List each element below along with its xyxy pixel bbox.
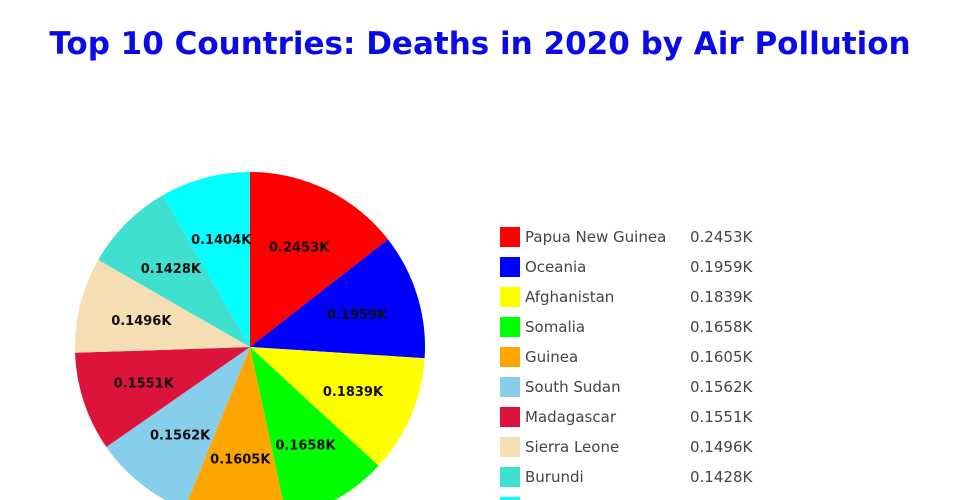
slice-label-6: 0.1562K xyxy=(150,429,211,444)
legend-label: Burundi xyxy=(525,468,584,486)
legend-label: Madagascar xyxy=(525,408,616,426)
legend-swatch xyxy=(500,317,520,337)
pie-slice-8 xyxy=(75,259,250,353)
slice-label-10: 0.1404K xyxy=(191,233,252,248)
pie-slice-6 xyxy=(106,347,250,500)
legend-value: 0.1404K xyxy=(690,497,752,500)
legend-value: 0.1562K xyxy=(690,378,753,396)
legend-swatch xyxy=(500,377,520,397)
legend-value: 0.1496K xyxy=(690,438,753,456)
legend: Papua New Guinea 0.2453K Oceania 0.1959K Afg… xyxy=(500,222,800,500)
legend-label: Somalia xyxy=(525,318,586,336)
legend-item[interactable]: Madagascar 0.1551K xyxy=(500,402,800,432)
legend-swatch xyxy=(500,407,520,427)
chart-title: Top 10 Countries: Deaths in 2020 by Air … xyxy=(49,26,911,62)
legend-value: 0.2453K xyxy=(690,228,753,246)
legend-swatch xyxy=(500,347,520,367)
legend-item[interactable]: 0.1404K xyxy=(500,492,800,500)
legend-value: 0.1839K xyxy=(690,288,753,306)
legend-swatch xyxy=(500,287,520,307)
pie-slice-4 xyxy=(250,347,379,500)
legend-item[interactable]: Somalia 0.1658K xyxy=(500,312,800,342)
slice-label-8: 0.1496K xyxy=(111,314,172,329)
legend-swatch xyxy=(500,467,520,487)
legend-item[interactable]: Burundi 0.1428K xyxy=(500,462,800,492)
pie-slice-5 xyxy=(188,347,283,500)
pie-slice-3 xyxy=(250,347,425,466)
legend-label: Afghanistan xyxy=(525,288,615,306)
slice-label-7: 0.1551K xyxy=(114,376,175,391)
legend-label: Sierra Leone xyxy=(525,438,620,456)
pie-slices xyxy=(75,172,425,500)
legend-label: South Sudan xyxy=(525,378,621,396)
legend-item[interactable]: Afghanistan 0.1839K xyxy=(500,282,800,312)
pie-slice-1 xyxy=(250,172,389,347)
legend-value: 0.1959K xyxy=(690,258,753,276)
legend-swatch xyxy=(500,227,520,247)
legend-item[interactable]: Papua New Guinea 0.2453K xyxy=(500,222,800,252)
pie-labels: 0.2453K 0.1959K 0.1839K 0.1658K 0.1605K 0.156… xyxy=(111,233,388,468)
legend-item[interactable]: Oceania 0.1959K xyxy=(500,252,800,282)
slice-label-4: 0.1658K xyxy=(275,438,336,453)
legend-item[interactable]: Guinea 0.1605K xyxy=(500,342,800,372)
slice-label-3: 0.1839K xyxy=(323,385,384,400)
legend-item[interactable]: South Sudan 0.1562K xyxy=(500,372,800,402)
legend-swatch xyxy=(500,437,520,457)
legend-label: Guinea xyxy=(525,348,579,366)
legend-label: Papua New Guinea xyxy=(525,228,667,246)
pie-slice-7 xyxy=(75,347,251,447)
pie-slice-2 xyxy=(250,239,425,359)
pie-slice-10 xyxy=(163,172,250,347)
slice-label-2: 0.1959K xyxy=(327,308,388,323)
slice-label-1: 0.2453K xyxy=(269,240,330,255)
pie-slice-9 xyxy=(98,195,250,347)
legend-label: Oceania xyxy=(525,258,587,276)
legend-value: 0.1658K xyxy=(690,318,753,336)
legend-value: 0.1428K xyxy=(690,468,753,486)
legend-value: 0.1605K xyxy=(690,348,753,366)
legend-item[interactable]: Sierra Leone 0.1496K xyxy=(500,432,800,462)
legend-swatch xyxy=(500,497,520,500)
legend-value: 0.1551K xyxy=(690,408,753,426)
legend-swatch xyxy=(500,257,520,277)
slice-label-9: 0.1428K xyxy=(141,262,202,277)
slice-label-5: 0.1605K xyxy=(210,453,271,468)
